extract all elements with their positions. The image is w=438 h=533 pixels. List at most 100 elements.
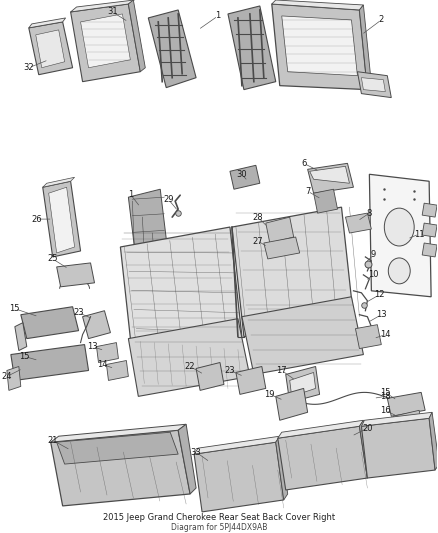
Polygon shape [290, 373, 316, 397]
Polygon shape [230, 165, 260, 189]
Polygon shape [422, 203, 437, 217]
Text: 24: 24 [2, 372, 12, 381]
Polygon shape [346, 213, 371, 233]
Text: 1: 1 [128, 190, 133, 199]
Polygon shape [393, 410, 421, 432]
Polygon shape [29, 22, 73, 75]
Polygon shape [276, 436, 288, 500]
Polygon shape [57, 263, 95, 287]
Polygon shape [307, 163, 353, 193]
Text: 30: 30 [237, 170, 247, 179]
Polygon shape [51, 430, 190, 506]
Text: 18: 18 [380, 392, 391, 401]
Text: 9: 9 [371, 251, 376, 260]
Text: 15: 15 [20, 352, 30, 361]
Text: 2: 2 [379, 15, 384, 25]
Text: 15: 15 [10, 304, 20, 313]
Polygon shape [278, 420, 364, 438]
Polygon shape [43, 177, 74, 187]
Ellipse shape [389, 258, 410, 284]
Text: 10: 10 [368, 270, 378, 279]
Text: 13: 13 [376, 310, 387, 319]
Text: 32: 32 [24, 63, 34, 72]
Polygon shape [15, 322, 27, 351]
Polygon shape [276, 389, 307, 420]
Polygon shape [49, 187, 74, 253]
Polygon shape [361, 418, 435, 478]
Text: Diagram for 5PJ44DX9AB: Diagram for 5PJ44DX9AB [171, 523, 267, 532]
Text: 7: 7 [305, 187, 310, 196]
Polygon shape [429, 413, 438, 470]
Polygon shape [242, 297, 364, 375]
Polygon shape [361, 78, 385, 92]
Polygon shape [361, 413, 432, 426]
Text: 14: 14 [97, 360, 108, 369]
Text: 1: 1 [215, 11, 221, 20]
Polygon shape [128, 319, 250, 397]
Polygon shape [236, 367, 266, 394]
Polygon shape [369, 174, 431, 297]
Polygon shape [71, 4, 140, 82]
Polygon shape [310, 166, 350, 183]
Polygon shape [29, 18, 66, 28]
Text: 20: 20 [362, 424, 373, 433]
Polygon shape [387, 392, 425, 416]
Polygon shape [196, 362, 224, 390]
Polygon shape [43, 181, 81, 257]
Polygon shape [11, 344, 88, 381]
Text: 21: 21 [47, 435, 58, 445]
Polygon shape [282, 16, 357, 76]
Polygon shape [232, 207, 353, 337]
Polygon shape [422, 223, 437, 237]
Text: 12: 12 [374, 290, 385, 300]
Polygon shape [357, 72, 391, 98]
Text: 8: 8 [367, 208, 372, 217]
Polygon shape [120, 227, 242, 357]
Polygon shape [82, 311, 110, 338]
Polygon shape [128, 0, 145, 72]
Ellipse shape [384, 208, 414, 246]
Polygon shape [194, 442, 284, 512]
Polygon shape [194, 436, 280, 454]
Polygon shape [7, 367, 21, 390]
Polygon shape [96, 343, 118, 362]
Text: 2015 Jeep Grand Cherokee Rear Seat Back Cover Right: 2015 Jeep Grand Cherokee Rear Seat Back … [103, 513, 335, 522]
Text: 13: 13 [87, 342, 98, 351]
Text: 31: 31 [107, 7, 118, 17]
Text: 29: 29 [163, 195, 173, 204]
Text: 19: 19 [265, 390, 275, 399]
Polygon shape [178, 424, 196, 494]
Text: 11: 11 [414, 230, 424, 239]
Text: 15: 15 [380, 388, 391, 397]
Polygon shape [51, 424, 186, 442]
Polygon shape [81, 14, 131, 68]
Text: 14: 14 [380, 330, 391, 339]
Text: 23: 23 [73, 308, 84, 317]
Polygon shape [71, 0, 134, 12]
Polygon shape [57, 432, 178, 464]
Text: 6: 6 [301, 159, 306, 168]
Text: 25: 25 [47, 254, 58, 263]
Polygon shape [286, 367, 320, 402]
Text: 17: 17 [276, 366, 287, 375]
Text: 27: 27 [253, 237, 263, 246]
Text: 26: 26 [32, 215, 42, 224]
Polygon shape [356, 325, 381, 349]
Polygon shape [106, 360, 128, 381]
Text: 23: 23 [225, 366, 235, 375]
Polygon shape [360, 420, 371, 478]
Polygon shape [272, 4, 367, 90]
Text: 33: 33 [191, 448, 201, 457]
Polygon shape [264, 237, 300, 259]
Text: 16: 16 [380, 406, 391, 415]
Polygon shape [148, 10, 196, 87]
Text: 28: 28 [253, 213, 263, 222]
Polygon shape [272, 0, 364, 10]
Polygon shape [228, 6, 276, 90]
Polygon shape [21, 306, 78, 338]
Polygon shape [266, 217, 294, 243]
Polygon shape [278, 426, 367, 490]
Polygon shape [360, 5, 371, 90]
Polygon shape [314, 189, 338, 213]
Polygon shape [128, 189, 168, 263]
